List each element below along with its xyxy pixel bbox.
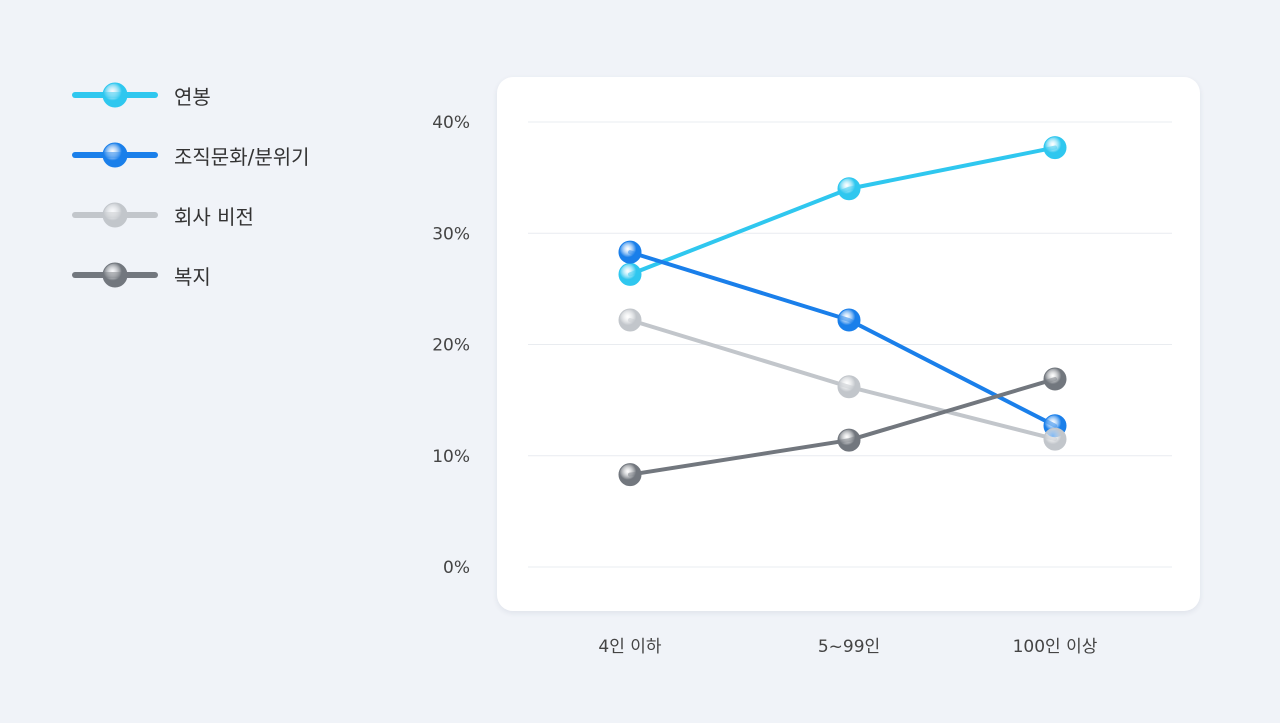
legend-marker (102, 142, 128, 168)
data-point (1043, 136, 1067, 160)
legend-label: 복지 (174, 264, 211, 289)
legend-label: 조직문화/분위기 (174, 144, 310, 169)
y-tick-label: 40% (432, 113, 470, 133)
data-point (837, 375, 861, 399)
data-point (618, 308, 642, 332)
data-point (837, 428, 861, 452)
legend-item: 연봉 (72, 80, 372, 110)
x-tick-label: 5~99인 (818, 637, 880, 657)
legend-marker (102, 202, 128, 228)
data-point (618, 463, 642, 487)
y-tick-label: 10% (432, 447, 470, 467)
legend-marker (102, 82, 128, 108)
data-point (837, 308, 861, 332)
legend-swatch (72, 262, 158, 288)
legend-item: 조직문화/분위기 (72, 140, 372, 170)
legend-label: 회사 비전 (174, 204, 254, 229)
legend-item: 회사 비전 (72, 200, 372, 230)
legend-swatch (72, 202, 158, 228)
data-point (618, 240, 642, 264)
data-point (1043, 367, 1067, 391)
x-tick-label: 4인 이하 (598, 637, 661, 657)
legend-label: 연봉 (174, 84, 211, 109)
data-point (618, 262, 642, 286)
x-tick-label: 100인 이상 (1013, 637, 1098, 657)
legend-marker (102, 262, 128, 288)
legend-item: 복지 (72, 260, 372, 290)
series-line (628, 145, 1057, 277)
legend-swatch (72, 142, 158, 168)
y-tick-label: 30% (432, 224, 470, 244)
data-point (837, 177, 861, 201)
data-point (1043, 427, 1067, 451)
y-tick-label: 0% (443, 558, 470, 578)
legend-swatch (72, 82, 158, 108)
y-tick-label: 20% (432, 336, 470, 356)
